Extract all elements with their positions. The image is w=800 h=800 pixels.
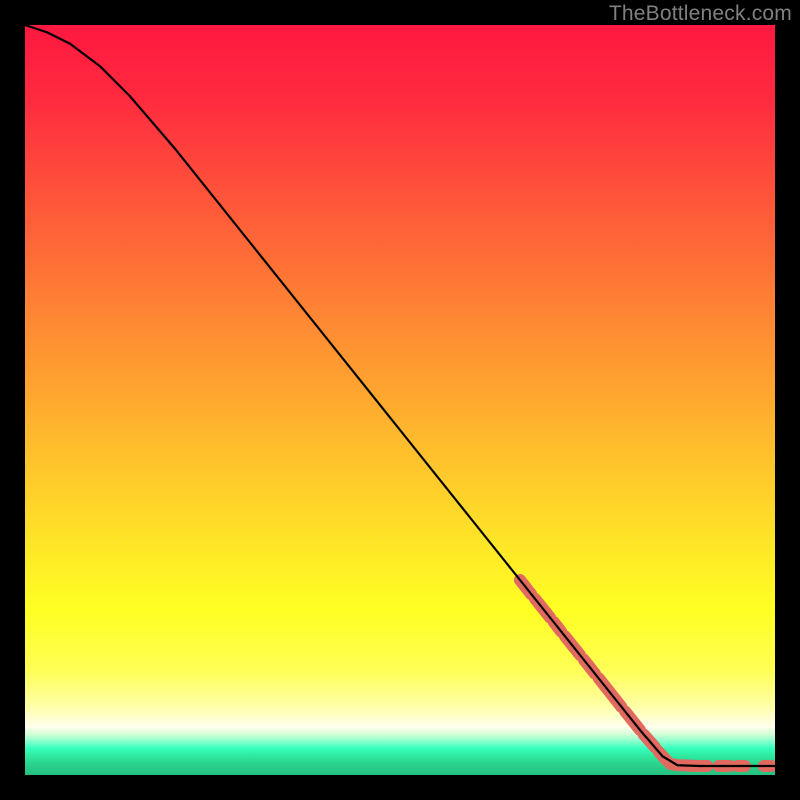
chart-frame: TheBottleneck.com — [0, 0, 800, 800]
plot-area — [25, 25, 775, 775]
gradient-background — [25, 25, 775, 775]
plot-svg — [25, 25, 775, 775]
watermark-text: TheBottleneck.com — [609, 2, 792, 26]
